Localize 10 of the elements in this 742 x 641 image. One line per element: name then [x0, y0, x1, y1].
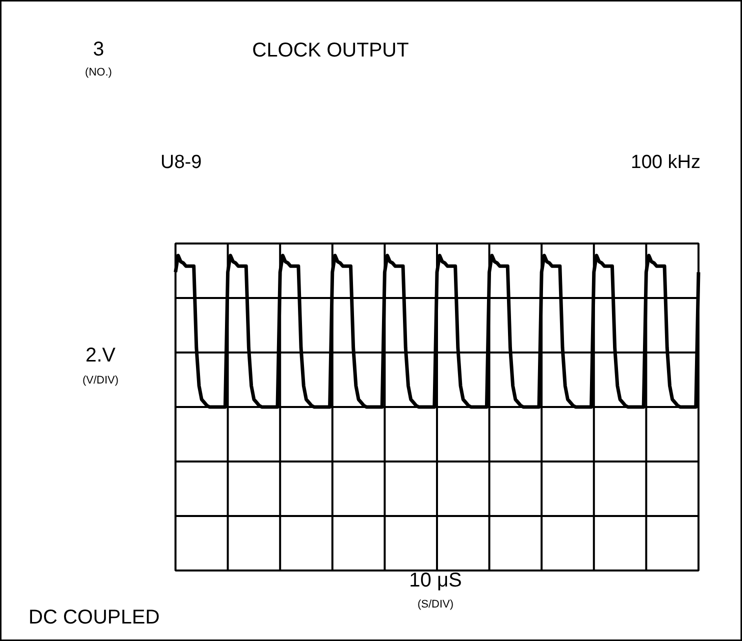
- chart-title: CLOCK OUTPUT: [252, 40, 409, 62]
- text: 2.V: [85, 344, 116, 366]
- text: 100 kHz: [630, 152, 700, 173]
- text: (S/DIV): [417, 598, 454, 610]
- text: (NO.): [85, 66, 112, 78]
- text: U8-9: [160, 152, 202, 173]
- text: DC COUPLED: [28, 606, 160, 628]
- text: 10 μS: [409, 570, 462, 592]
- text: (V/DIV): [82, 374, 119, 386]
- text: 3: [92, 38, 104, 60]
